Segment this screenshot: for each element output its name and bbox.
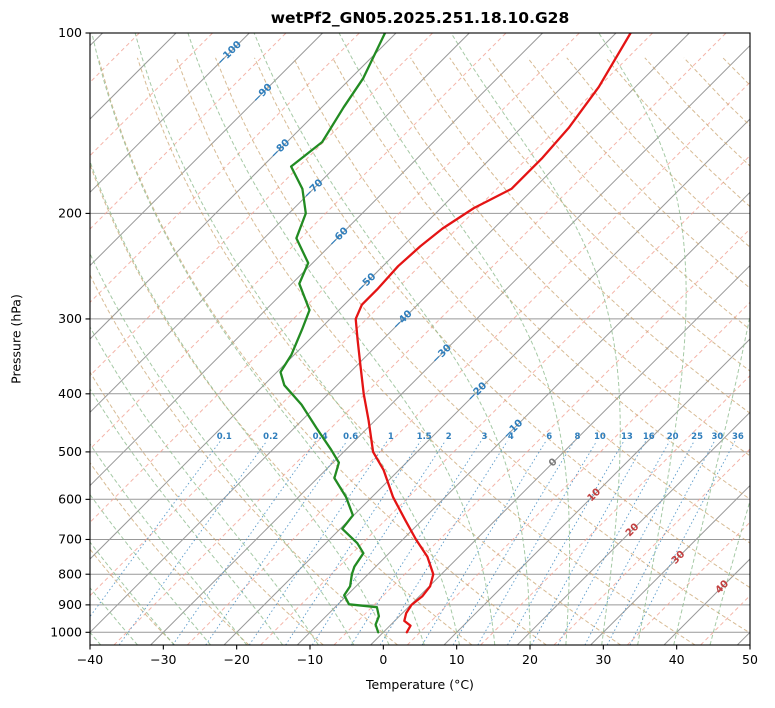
mixing-ratio-label: 20 — [667, 432, 679, 442]
mixing-ratio-lines — [90, 441, 736, 645]
x-tick-label: −30 — [150, 652, 176, 667]
x-tick-label: −40 — [77, 652, 103, 667]
mixing-ratio-label: 0.6 — [343, 432, 358, 442]
y-tick-label: 500 — [58, 444, 82, 459]
x-axis-ticks: −40 −30 −20 −10 0 10 20 30 40 50 — [77, 645, 758, 667]
x-tick-label: −20 — [223, 652, 249, 667]
mixing-ratio-label: 25 — [691, 432, 703, 442]
mixing-ratio-label: 2 — [446, 432, 452, 442]
mixing-ratio-labels: 0.1 0.2 0.4 0.6 1 1.5 2 3 4 6 8 10 13 16 20 25 30 36 — [217, 432, 744, 442]
mixing-ratio-label: 36 — [732, 432, 744, 442]
mixing-ratio-label: 16 — [643, 432, 655, 442]
y-axis-label: Pressure (hPa) — [8, 294, 24, 384]
y-tick-label: 400 — [58, 386, 82, 401]
y-tick-label: 1000 — [50, 625, 82, 640]
mixing-ratio-label: 10 — [594, 432, 606, 442]
x-tick-label: 0 — [379, 652, 387, 667]
mixing-ratio-label: 4 — [508, 432, 514, 442]
mixing-ratio-label: 8 — [574, 432, 580, 442]
y-tick-label: 800 — [58, 566, 82, 581]
moist-adiabats — [90, 33, 750, 645]
x-tick-label: 50 — [742, 652, 758, 667]
y-tick-label: 200 — [58, 206, 82, 221]
plot-area: −100−90−80−70−60−50−40−30−20−10010203040… — [90, 33, 750, 645]
mixing-ratio-label: 1 — [388, 432, 394, 442]
y-axis-ticks: 100 200 300 400 500 600 700 800 900 1000 — [50, 25, 90, 640]
mixing-ratio-label: 13 — [621, 432, 633, 442]
x-tick-label: 30 — [595, 652, 611, 667]
x-tick-label: 40 — [669, 652, 685, 667]
pressure-gridlines — [90, 33, 750, 633]
y-tick-label: 900 — [58, 597, 82, 612]
mixing-ratio-label: 0.4 — [313, 432, 328, 442]
axis-frame — [89, 32, 751, 646]
isotherm-lines-minor — [90, 33, 750, 645]
x-tick-label: 20 — [522, 652, 538, 667]
y-tick-label: 300 — [58, 311, 82, 326]
mixing-ratio-label: 0.1 — [217, 432, 232, 442]
chart-title: wetPf2_GN05.2025.251.18.10.G28 — [270, 9, 570, 27]
temperature-curve — [354, 33, 632, 634]
mixing-ratio-label: 30 — [711, 432, 723, 442]
y-tick-label: 600 — [58, 492, 82, 507]
mixing-ratio-label: 1.5 — [417, 432, 432, 442]
x-axis-label: Temperature (°C) — [366, 677, 474, 692]
mixing-ratio-label: 0.2 — [263, 432, 278, 442]
x-tick-label: −10 — [297, 652, 323, 667]
mixing-ratio-label: 3 — [482, 432, 488, 442]
x-tick-label: 10 — [449, 652, 465, 667]
dry-adiabats — [90, 57, 750, 645]
isotherm-lines — [90, 33, 750, 645]
mixing-ratio-label: 6 — [546, 432, 552, 442]
y-tick-label: 700 — [58, 532, 82, 547]
isotherm-label: −100 — [215, 39, 243, 67]
dewpoint-curve — [279, 33, 387, 634]
y-tick-label: 100 — [58, 25, 82, 40]
